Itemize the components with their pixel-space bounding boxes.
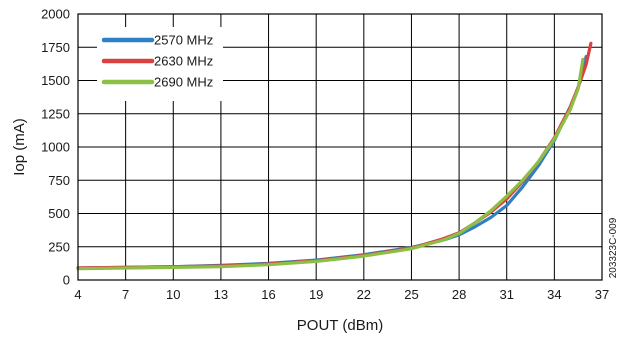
series-group <box>76 41 593 271</box>
y-tick-label: 500 <box>48 206 70 221</box>
x-tick-label: 28 <box>452 287 466 302</box>
y-axis-title: Iop (mA) <box>11 118 28 176</box>
y-tick-label: 750 <box>48 173 70 188</box>
x-tick-label: 25 <box>404 287 418 302</box>
x-tick-label: 31 <box>499 287 513 302</box>
y-tick-label: 2000 <box>41 7 70 22</box>
x-tick-label: 13 <box>214 287 228 302</box>
legend-label: 2630 MHz <box>154 54 213 69</box>
y-tick-label: 1500 <box>41 73 70 88</box>
legend: 2570 MHz 2630 MHz 2690 MHz <box>97 27 223 101</box>
y-tick-label: 1000 <box>41 140 70 155</box>
x-tick-label: 4 <box>74 287 81 302</box>
x-tick-label: 16 <box>261 287 275 302</box>
x-tick-label: 7 <box>122 287 129 302</box>
y-tick-label: 0 <box>63 273 70 288</box>
x-tick-labels: 4 7 10 13 16 19 22 25 28 31 34 37 <box>74 287 609 302</box>
y-tick-labels: 0 250 500 750 1000 1250 1500 1750 2000 <box>41 7 70 288</box>
y-tick-label: 1250 <box>41 106 70 121</box>
y-tick-label: 250 <box>48 239 70 254</box>
x-tick-label: 37 <box>595 287 609 302</box>
legend-label: 2570 MHz <box>154 33 213 48</box>
x-tick-label: 19 <box>309 287 323 302</box>
figure-code: 203323C-009 <box>608 217 619 278</box>
x-tick-label: 34 <box>547 287 561 302</box>
plot-frame <box>77 13 603 281</box>
legend-label: 2690 MHz <box>154 75 213 90</box>
x-tick-label: 22 <box>357 287 371 302</box>
series-line <box>76 57 585 271</box>
y-tick-label: 1750 <box>41 40 70 55</box>
x-axis-title: POUT (dBm) <box>297 317 383 334</box>
x-tick-label: 10 <box>166 287 180 302</box>
